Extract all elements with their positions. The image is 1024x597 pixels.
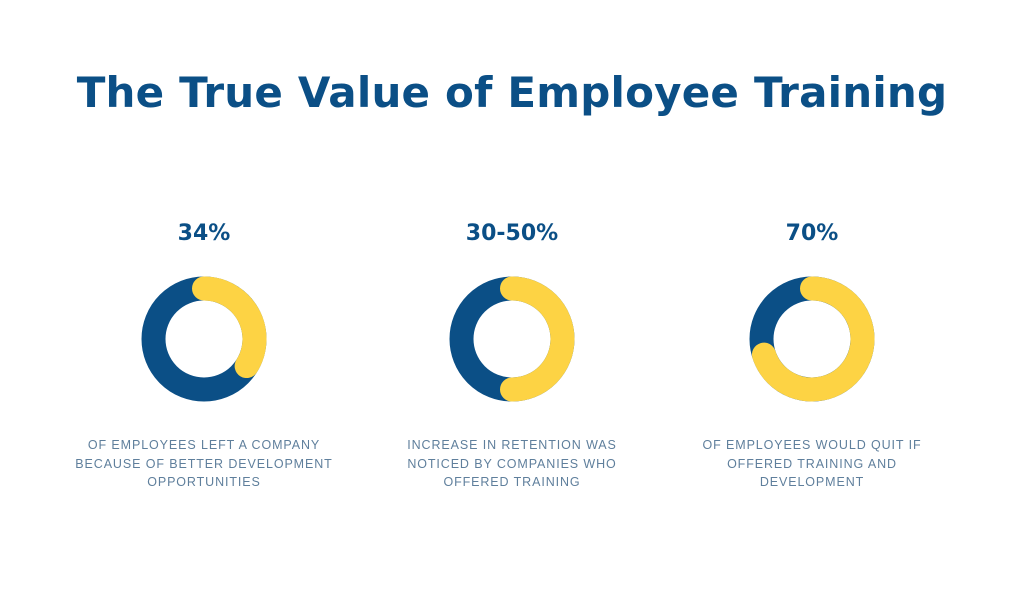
- stat-value: 34%: [177, 221, 231, 246]
- donut-slice-highlight: [751, 276, 875, 402]
- caption-line: OF EMPLOYEES LEFT A COMPANY: [87, 438, 321, 452]
- page-title: The True Value of Employee Training: [76, 68, 948, 117]
- donut-slice-highlight: [500, 276, 575, 402]
- caption-line: NOTICED BY COMPANIES WHO: [407, 456, 617, 471]
- stat-column-2: 30-50% INCREASE IN RETENTION WAS NOTICED…: [382, 218, 642, 492]
- donut-chart: [449, 276, 575, 402]
- stat-column-1: 34% OF EMPLOYEES LEFT A COMPANY BECAUSE …: [74, 218, 334, 492]
- stat-value: 30-50%: [465, 221, 559, 246]
- stat-caption: OF EMPLOYEES LEFT A COMPANY BECAUSE OF B…: [74, 436, 334, 492]
- donut-chart: [141, 276, 267, 402]
- caption-line: DEVELOPMENT: [759, 475, 865, 489]
- caption-line: OF EMPLOYEES WOULD QUIT IF: [702, 438, 922, 452]
- stat-column-3: 70% OF EMPLOYEES WOULD QUIT IF OFFERED T…: [682, 218, 942, 492]
- caption-line: OFFERED TRAINING: [443, 475, 581, 489]
- caption-line: OPPORTUNITIES: [147, 475, 261, 489]
- stat-caption: INCREASE IN RETENTION WAS NOTICED BY COM…: [382, 436, 642, 492]
- caption-line: BECAUSE OF BETTER DEVELOPMENT: [75, 456, 333, 471]
- caption-line: INCREASE IN RETENTION WAS: [407, 438, 617, 452]
- stat-caption: OF EMPLOYEES WOULD QUIT IF OFFERED TRAIN…: [682, 436, 942, 492]
- caption-line: OFFERED TRAINING AND: [727, 456, 897, 471]
- donut-slice-highlight: [192, 276, 267, 379]
- donut-chart: [749, 276, 875, 402]
- stat-value: 70%: [785, 221, 839, 246]
